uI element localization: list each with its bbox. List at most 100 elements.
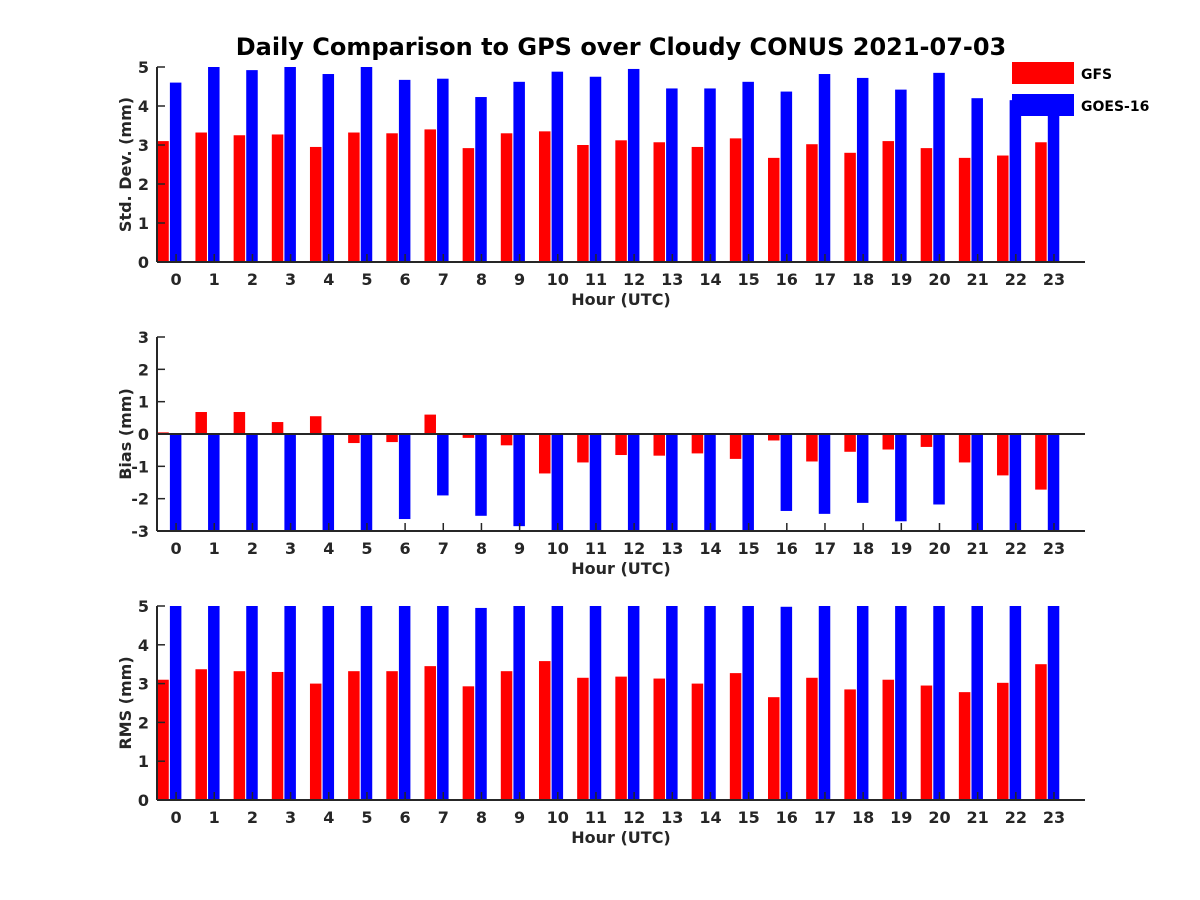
bar-goes-16-hour-13 [666,434,678,531]
x-tick-label: 3 [285,808,296,827]
bar-gfs-hour-6 [386,671,398,800]
x-tick-label: 9 [514,808,525,827]
bar-goes-16-hour-8 [475,434,487,516]
x-tick-label: 23 [1043,539,1065,558]
x-tick-label: 8 [476,808,487,827]
bar-goes-16-hour-1 [208,434,220,531]
bar-gfs-hour-19 [882,141,895,262]
bar-gfs-hour-15 [729,673,742,800]
x-tick-label: 22 [1005,270,1027,289]
bar-goes-16-hour-14 [704,88,716,262]
bar-goes-16-hour-11 [589,76,602,262]
bar-gfs-hour-2 [233,135,246,262]
bar-gfs-hour-3 [271,671,284,800]
bar-gfs-hour-9 [500,671,513,800]
bar-goes-16-hour-16 [780,606,793,800]
y-tick-label: 0 [138,425,149,444]
x-tick-label: 23 [1043,270,1065,289]
x-tick-label: 10 [547,539,569,558]
bar-goes-16-hour-14 [704,434,716,531]
x-tick-label: 5 [361,270,372,289]
bar-goes-16-hour-4 [322,74,335,263]
y-tick-label: -1 [131,457,149,476]
bar-goes-16-hour-12 [627,606,640,800]
x-axis-label: Hour (UTC) [571,290,671,309]
bar-goes-16-hour-8 [475,607,487,800]
x-tick-label: 20 [928,808,950,827]
x-tick-label: 14 [699,539,721,558]
bar-goes-16-hour-18 [856,434,869,503]
bar-gfs-hour-15 [729,138,742,262]
bar-goes-16-hour-6 [398,434,411,520]
bar-goes-16-hour-9 [513,606,525,800]
bar-goes-16-hour-9 [513,81,525,262]
x-tick-label: 2 [247,808,258,827]
bar-gfs-hour-9 [500,434,513,446]
legend-label-goes-16: GOES-16 [1081,99,1149,115]
bar-goes-16-hour-12 [627,434,640,531]
bar-goes-16-hour-20 [933,606,945,800]
x-tick-label: 12 [623,808,645,827]
y-axis-label: Bias (mm) [116,388,135,480]
bar-goes-16-hour-19 [895,89,907,263]
y-tick-label: 0 [138,253,149,272]
bar-goes-16-hour-6 [398,79,411,263]
bar-goes-16-hour-17 [818,606,831,800]
bar-goes-16-hour-7 [437,606,449,800]
bar-gfs-hour-14 [691,434,704,454]
x-tick-label: 19 [890,270,912,289]
x-tick-label: 6 [400,808,411,827]
bar-goes-16-hour-13 [666,606,678,800]
x-tick-label: 16 [776,270,798,289]
bar-goes-16-hour-5 [360,606,373,800]
x-tick-label: 4 [323,270,334,289]
x-axis-label: Hour (UTC) [571,828,671,847]
bar-goes-16-hour-2 [246,434,258,531]
bar-gfs-hour-17 [806,677,818,800]
bar-goes-16-hour-3 [284,606,296,800]
bar-goes-16-hour-5 [360,434,373,531]
bar-gfs-hour-3 [271,134,284,262]
bar-gfs-hour-4 [309,683,322,800]
bar-goes-16-hour-7 [437,434,449,496]
legend-label-gfs: GFS [1081,67,1112,83]
x-tick-label: 11 [585,808,607,827]
bar-goes-16-hour-19 [895,606,907,800]
x-tick-label: 1 [209,539,220,558]
bar-gfs-hour-19 [882,679,895,800]
x-tick-label: 7 [438,539,449,558]
bar-goes-16-hour-21 [971,434,983,531]
bar-gfs-hour-1 [195,132,207,262]
bar-gfs-hour-22 [997,682,1009,800]
x-tick-label: 22 [1005,539,1027,558]
bar-goes-16-hour-11 [589,606,602,800]
bar-gfs-hour-5 [348,132,360,262]
x-tick-label: 1 [209,808,220,827]
x-tick-label: 0 [171,539,182,558]
bar-goes-16-hour-15 [742,606,754,800]
y-tick-label: 5 [138,58,149,77]
x-tick-label: 11 [585,270,607,289]
x-tick-label: 4 [323,539,334,558]
bar-gfs-hour-5 [348,671,360,800]
bar-goes-16-hour-21 [971,98,983,262]
bar-gfs-hour-22 [997,434,1009,476]
bar-gfs-hour-23 [1035,434,1047,490]
x-tick-label: 15 [738,808,760,827]
bar-gfs-hour-4 [309,146,322,262]
bar-goes-16-hour-22 [1009,100,1022,263]
x-tick-label: 2 [247,539,258,558]
x-tick-label: 13 [661,539,683,558]
bar-goes-16-hour-22 [1009,606,1022,800]
bar-goes-16-hour-0 [169,434,182,531]
x-tick-label: 21 [967,808,989,827]
y-tick-label: 2 [138,360,149,379]
x-tick-label: 18 [852,270,874,289]
bar-goes-16-hour-23 [1047,107,1060,262]
x-tick-label: 18 [852,808,874,827]
x-tick-label: 22 [1005,808,1027,827]
